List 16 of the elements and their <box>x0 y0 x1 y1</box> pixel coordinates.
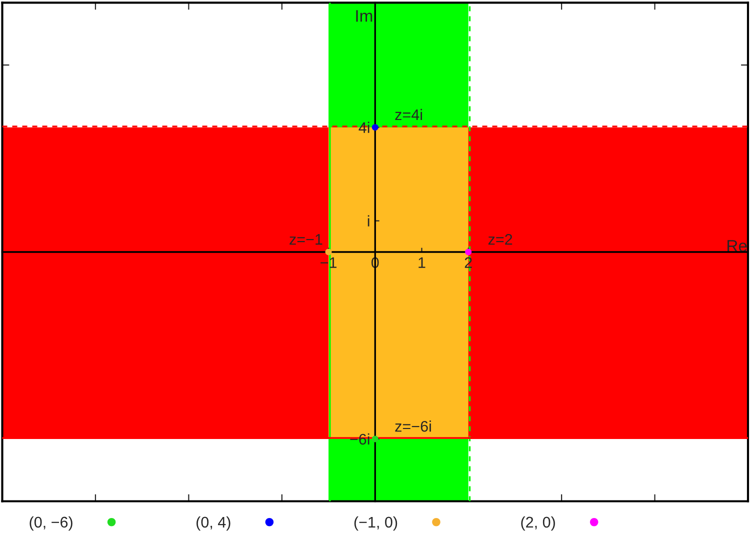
point <box>372 124 378 131</box>
x-tick-label: 1 <box>418 257 426 268</box>
point <box>325 248 332 256</box>
y-tick-label: i <box>368 215 370 226</box>
legend-label: (0, −6) <box>30 516 72 531</box>
annotation: z=2 <box>488 234 512 245</box>
legend-label: (0, 4) <box>196 516 230 531</box>
annotation: z=−6i <box>395 420 431 432</box>
point <box>372 436 378 442</box>
legend-label: (−1, 0) <box>354 516 398 531</box>
x-axis-title: Re <box>728 240 747 252</box>
point <box>465 248 472 256</box>
annotation: z=−1 <box>290 234 322 245</box>
legend-label: (2, 0) <box>521 516 555 531</box>
annotation: z=4i <box>395 108 422 120</box>
y-axis-title: Im <box>356 10 372 22</box>
